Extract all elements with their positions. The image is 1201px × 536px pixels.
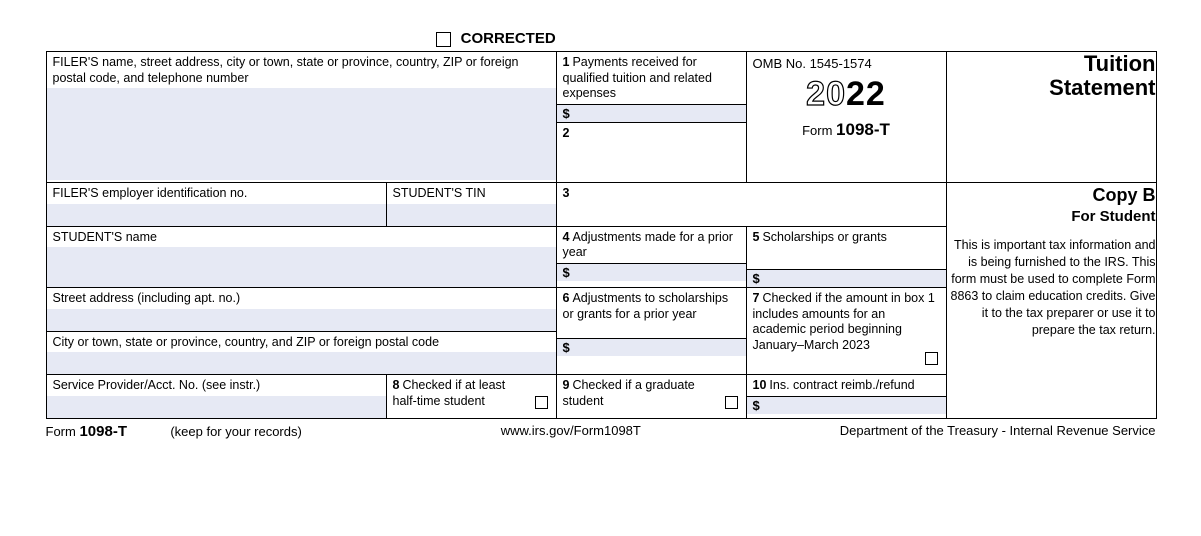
- box6-value[interactable]: $: [557, 338, 746, 356]
- student-tin-label: STUDENT'S TIN: [387, 183, 556, 204]
- student-street-value[interactable]: [47, 309, 556, 331]
- copy-b-panel: Copy B For Student This is important tax…: [946, 182, 1156, 418]
- box-10: 10Ins. contract reimb./refund $: [746, 375, 946, 419]
- student-city-label: City or town, state or province, country…: [47, 332, 556, 353]
- box3-label: 3: [557, 183, 946, 204]
- box9-label: 9Checked if a graduate student: [557, 375, 746, 411]
- footer-keep: (keep for your records): [170, 424, 302, 439]
- form-footer: Form 1098-T (keep for your records) www.…: [46, 419, 1156, 440]
- copy-b: Copy B: [947, 183, 1156, 207]
- box2-label: 2: [557, 123, 746, 144]
- title-line1: Tuition: [947, 52, 1156, 76]
- student-city-value[interactable]: [47, 352, 556, 374]
- box5-value[interactable]: $: [747, 269, 946, 287]
- title-line2: Statement: [947, 76, 1156, 100]
- box9-checkbox[interactable]: [725, 396, 738, 409]
- student-name: STUDENT'S name: [46, 226, 556, 288]
- year-cell: OMB No. 1545-1574 2022 Form 1098-T: [746, 52, 946, 183]
- service-provider-label: Service Provider/Acct. No. (see instr.): [47, 375, 386, 396]
- student-street-label: Street address (including apt. no.): [47, 288, 556, 309]
- form-1098t: CORRECTED FILER'S name, street address, …: [46, 30, 1156, 440]
- corrected-label: CORRECTED: [461, 30, 556, 47]
- footer-dept: Department of the Treasury - Internal Re…: [840, 423, 1156, 440]
- box4-value[interactable]: $: [557, 263, 746, 281]
- footer-left: Form 1098-T (keep for your records): [46, 423, 302, 440]
- tax-year: 2022: [753, 75, 940, 114]
- box6-label: 6Adjustments to scholarships or grants f…: [557, 288, 746, 324]
- box-7: 7Checked if the amount in box 1 includes…: [746, 288, 946, 375]
- box4-label: 4Adjustments made for a prior year: [557, 227, 746, 263]
- box7-checkbox[interactable]: [925, 352, 938, 365]
- footer-url: www.irs.gov/Form1098T: [501, 423, 641, 440]
- student-address-block: Street address (including apt. no.) City…: [46, 288, 556, 375]
- student-name-label: STUDENT'S name: [47, 227, 556, 248]
- filer-block-label: FILER'S name, street address, city or to…: [47, 52, 556, 88]
- box8-label: 8Checked if at least half-time student: [387, 375, 556, 411]
- box5-label: 5Scholarships or grants: [747, 227, 946, 248]
- omb-number: OMB No. 1545-1574: [753, 56, 940, 71]
- service-provider: Service Provider/Acct. No. (see instr.): [46, 375, 386, 419]
- box-1: 1Payments received for qualified tuition…: [556, 52, 746, 123]
- student-tin: STUDENT'S TIN: [386, 182, 556, 226]
- filer-block-value[interactable]: [47, 88, 556, 180]
- corrected-row: CORRECTED: [46, 30, 1156, 47]
- title-cell: Tuition Statement: [946, 52, 1156, 183]
- box-5: 5Scholarships or grants $: [746, 226, 946, 288]
- box8-checkbox[interactable]: [535, 396, 548, 409]
- box-4: 4Adjustments made for a prior year $: [556, 226, 746, 288]
- box1-value[interactable]: $: [557, 104, 746, 122]
- student-tin-value[interactable]: [387, 204, 556, 226]
- service-provider-value[interactable]: [47, 396, 386, 418]
- student-name-value[interactable]: [47, 247, 556, 287]
- box-9: 9Checked if a graduate student: [556, 375, 746, 419]
- form-table: FILER'S name, street address, city or to…: [46, 51, 1157, 419]
- filer-ein-value[interactable]: [47, 204, 386, 226]
- box-3: 3: [556, 182, 946, 226]
- filer-ein: FILER'S employer identification no.: [46, 182, 386, 226]
- box10-label: 10Ins. contract reimb./refund: [747, 375, 946, 396]
- box1-label: 1Payments received for qualified tuition…: [557, 52, 746, 104]
- box-8: 8Checked if at least half-time student: [386, 375, 556, 419]
- box10-value[interactable]: $: [747, 396, 946, 414]
- box-6: 6Adjustments to scholarships or grants f…: [556, 288, 746, 375]
- for-student: For Student: [947, 207, 1156, 227]
- irs-notice: This is important tax information and is…: [947, 237, 1156, 338]
- filer-block: FILER'S name, street address, city or to…: [46, 52, 556, 183]
- filer-ein-label: FILER'S employer identification no.: [47, 183, 386, 204]
- form-number-label: Form 1098-T: [753, 120, 940, 140]
- box-2: 2: [556, 122, 746, 182]
- corrected-checkbox[interactable]: [436, 32, 451, 47]
- box7-label: 7Checked if the amount in box 1 includes…: [747, 288, 946, 356]
